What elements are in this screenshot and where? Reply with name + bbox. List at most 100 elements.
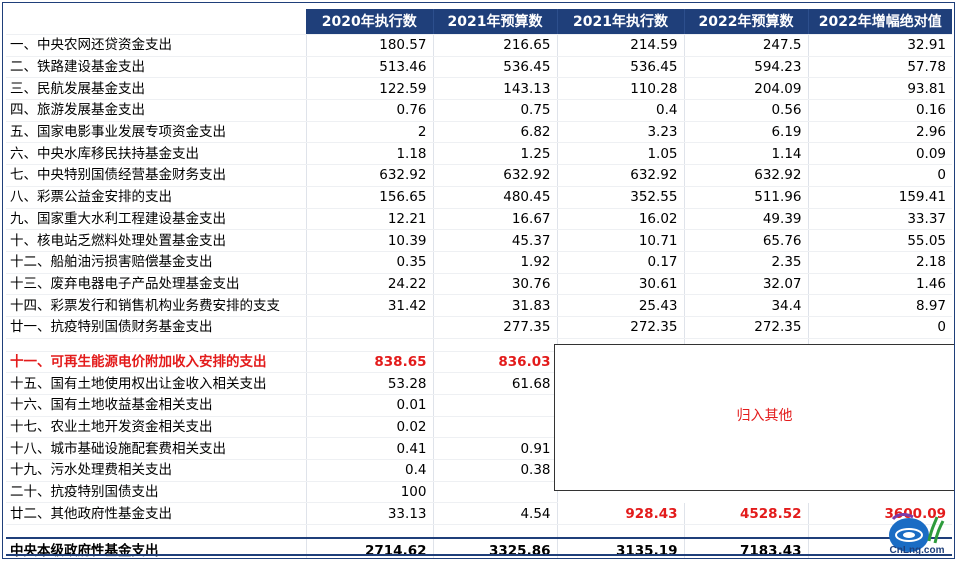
row-value: 0.09 [808, 142, 952, 166]
row-value: 511.96 [684, 186, 809, 209]
row-label: 三、民航发展基金支出 [6, 77, 307, 101]
row-value: 32.91 [808, 34, 952, 57]
row-value: 110.28 [557, 77, 685, 101]
table-row: 三、民航发展基金支出 122.59 143.13 110.28 204.09 93.81 [6, 77, 952, 101]
row-label: 五、国家电影事业发展专项资金支出 [6, 121, 307, 144]
other-row: 十八、城市基础设施配套费相关支出 0.41 0.91 [6, 437, 952, 461]
row-value: 272.35 [557, 316, 685, 339]
row-value: 632.92 [684, 164, 809, 187]
row-label: 廿一、抗疫特别国债财务基金支出 [6, 316, 307, 339]
row-value: 33.37 [808, 208, 952, 231]
table-row: 八、彩票公益金安排的支出 156.65 480.45 352.55 511.96 159.… [6, 186, 952, 209]
row-value: 3.23 [557, 121, 685, 144]
row-value: 836.03 [433, 351, 558, 374]
merged-other-box: 归入其他 [554, 344, 954, 491]
row-label: 十、核电站乏燃料处理处置基金支出 [6, 229, 307, 252]
row-value: 30.76 [433, 273, 558, 296]
row-value: 31.42 [306, 294, 434, 317]
row-value: 480.45 [433, 186, 558, 209]
table-row: 十三、废弃电器电子产品处理基金支出 24.22 30.76 30.61 32.07 1.4… [6, 273, 952, 296]
row-label: 十六、国有土地收益基金相关支出 [6, 394, 307, 417]
row-value: 100 [306, 481, 434, 504]
table-row: 六、中央水库移民扶持基金支出 1.18 1.25 1.05 1.14 0.09 [6, 142, 952, 166]
row-label: 十八、城市基础设施配套费相关支出 [6, 437, 307, 461]
row-value: 0.01 [306, 394, 434, 417]
row-value: 16.02 [557, 208, 685, 231]
row-value: 143.13 [433, 77, 558, 101]
row-value: 536.45 [557, 56, 685, 79]
row-value: 216.65 [433, 34, 558, 57]
bottom-rule [6, 554, 952, 556]
row-value: 0.17 [557, 251, 685, 274]
row-value [433, 481, 558, 504]
row-value: 838.65 [306, 351, 434, 374]
spacer-row [6, 524, 952, 539]
row-value: 0.75 [433, 99, 558, 122]
row-value: 25.43 [557, 294, 685, 317]
row-value: 30.61 [557, 273, 685, 296]
row-label: 十九、污水处理费相关支出 [6, 459, 307, 482]
table-row: 七、中央特别国债经营基金财务支出 632.92 632.92 632.92 632.92… [6, 164, 952, 187]
row-value: 0.4 [306, 459, 434, 482]
budget-table: 2020年执行数 2021年预算数 2021年执行数 2022年预算数 2022… [6, 9, 952, 558]
row-value: 1.25 [433, 142, 558, 166]
row-value [433, 394, 558, 417]
row-value: 1.46 [808, 273, 952, 296]
row-value: 0.91 [433, 437, 558, 461]
row-value: 10.39 [306, 229, 434, 252]
header-2022-increase: 2022年增幅绝对值 [808, 9, 952, 35]
row-value: 2.18 [808, 251, 952, 274]
row-value: 2.35 [684, 251, 809, 274]
row-value: 1.14 [684, 142, 809, 166]
highlight-row: 十一、可再生能源电价附加收入安排的支出 838.65 836.03 [6, 351, 952, 374]
row-label: 十五、国有土地使用权出让金收入相关支出 [6, 372, 307, 395]
row-value: 352.55 [557, 186, 685, 209]
row-label: 十二、船舶油污损害赔偿基金支出 [6, 251, 307, 274]
row-value: 0 [808, 316, 952, 339]
row-label: 十七、农业土地开发资金相关支出 [6, 416, 307, 439]
row-label: 七、中央特别国债经营基金财务支出 [6, 164, 307, 187]
row-value: 10.71 [557, 229, 685, 252]
other-row: 十九、污水处理费相关支出 0.4 0.38 [6, 459, 952, 482]
row-value: 0.38 [433, 459, 558, 482]
row-value: 1.92 [433, 251, 558, 274]
row-value: 93.81 [808, 77, 952, 101]
other-row: 十六、国有土地收益基金相关支出 0.01 [6, 394, 952, 417]
table-row: 十四、彩票发行和销售机构业务费安排的支⽀ 31.42 31.83 25.43 34.4 8… [6, 294, 952, 317]
row-label: 九、国家重大水利工程建设基金支出 [6, 208, 307, 231]
row-value: 45.37 [433, 229, 558, 252]
other-row: 十五、国有土地使用权出让金收入相关支出 53.28 61.68 [6, 372, 952, 395]
header-row: 2020年执行数 2021年预算数 2021年执行数 2022年预算数 2022… [6, 9, 952, 35]
header-2021-budget: 2021年预算数 [433, 9, 558, 35]
row-value: 0.35 [306, 251, 434, 274]
row-value: 156.65 [306, 186, 434, 209]
row-label: 二、铁路建设基金支出 [6, 56, 307, 79]
row-label: 六、中央水库移民扶持基金支出 [6, 142, 307, 166]
logo-text: CnLng.com [889, 545, 945, 556]
header-blank [6, 9, 306, 35]
table-row: 十二、船舶油污损害赔偿基金支出 0.35 1.92 0.17 2.35 2.18 [6, 251, 952, 274]
row-value: 2 [306, 121, 434, 144]
row-value: 632.92 [433, 164, 558, 187]
row-value: 24.22 [306, 273, 434, 296]
row-label: 八、彩票公益金安排的支出 [6, 186, 307, 209]
header-2020-actual: 2020年执行数 [306, 9, 434, 35]
row-value: 632.92 [306, 164, 434, 187]
row-value [306, 316, 434, 339]
row-value: 57.78 [808, 56, 952, 79]
row-value: 214.59 [557, 34, 685, 57]
row-value: 4.54 [433, 502, 558, 526]
row-value: 180.57 [306, 34, 434, 57]
other-row: 十七、农业土地开发资金相关支出 0.02 [6, 416, 952, 439]
other-total-row: 廿二、其他政府性基金支出 33.13 4.54 928.43 4528.52 3600.0… [6, 502, 952, 526]
table-row: 五、国家电影事业发展专项资金支出 2 6.82 3.23 6.19 2.96 [6, 121, 952, 144]
header-2022-budget: 2022年预算数 [684, 9, 809, 35]
row-value: 1.18 [306, 142, 434, 166]
row-value: 33.13 [306, 502, 434, 526]
row-value: 49.39 [684, 208, 809, 231]
row-label: 二十、抗疫特别国债支出 [6, 481, 307, 504]
row-value: 53.28 [306, 372, 434, 395]
row-value: 6.82 [433, 121, 558, 144]
row-value: 4528.52 [684, 502, 809, 526]
